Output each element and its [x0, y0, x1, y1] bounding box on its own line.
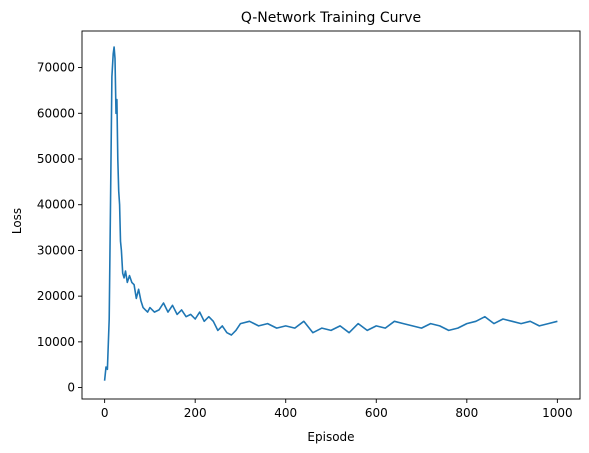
y-tick-label: 50000: [37, 152, 75, 166]
x-axis-ticks: 0 200 400 600 800 1000: [101, 399, 573, 420]
series-layer: [103, 46, 558, 381]
y-tick-label: 30000: [37, 243, 75, 257]
x-tick-label: 400: [274, 406, 297, 420]
series-line-0: [103, 46, 558, 381]
x-tick-label: 600: [365, 406, 388, 420]
x-axis-label: Episode: [307, 430, 354, 444]
axes-frame: [81, 30, 581, 400]
x-tick-label: 200: [184, 406, 207, 420]
axes-box: [81, 30, 581, 400]
y-tick-label: 70000: [37, 61, 75, 75]
y-tick-label: 60000: [37, 106, 75, 120]
x-tick-label: 0: [101, 406, 109, 420]
y-tick-label: 40000: [37, 198, 75, 212]
x-tick-label: 800: [455, 406, 478, 420]
chart-title: Q-Network Training Curve: [241, 10, 421, 26]
y-tick-label: 0: [67, 381, 75, 395]
y-tick-label: 20000: [37, 289, 75, 303]
y-axis-ticks: 0 10000 20000 30000 40000 50000 60000 70000: [37, 61, 82, 395]
plot-area: 0 200 400 600 800 1000 0 10000 20000 30000 40000 5…: [37, 30, 581, 420]
y-axis-label: Loss: [10, 208, 24, 234]
y-tick-label: 10000: [37, 335, 75, 349]
x-tick-label: 1000: [542, 406, 573, 420]
